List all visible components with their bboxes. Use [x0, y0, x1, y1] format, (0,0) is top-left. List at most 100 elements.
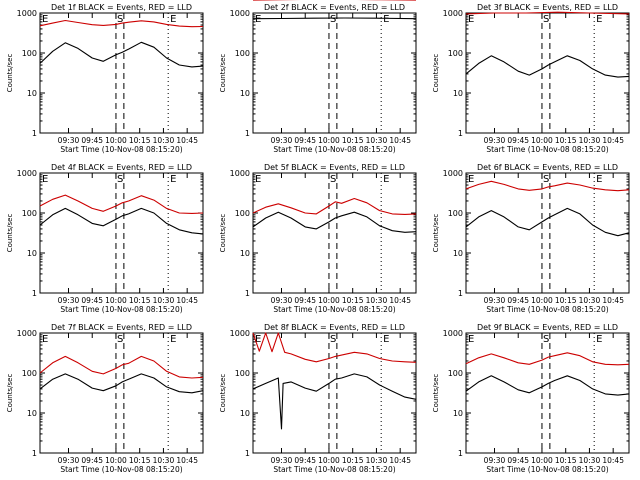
- marker-label: E: [170, 14, 176, 25]
- x-axis-label: Start Time (10-Nov-08 08:15:20): [60, 145, 182, 154]
- x-axis-label: Start Time (10-Nov-08 08:15:20): [273, 465, 395, 474]
- x-axis-label: Start Time (10-Nov-08 08:15:20): [60, 465, 182, 474]
- y-tick-label: 1000: [443, 9, 463, 18]
- marker-label: E: [383, 174, 389, 185]
- plot-frame: [465, 332, 630, 454]
- y-tick-label: 10: [27, 409, 37, 418]
- y-tick-label: 100: [235, 49, 250, 58]
- x-axis-label: Start Time (10-Nov-08 08:15:20): [60, 305, 182, 314]
- marker-label: E: [42, 174, 48, 185]
- panel-title: Det 2f BLACK = Events, RED = LLD: [264, 3, 405, 12]
- x-tick-label: 10:30: [579, 136, 601, 145]
- lld-series-line: [39, 19, 204, 28]
- marker-label: E: [255, 14, 261, 25]
- y-tick-label: 100: [22, 49, 37, 58]
- events-series-line: [465, 375, 630, 396]
- y-tick-label: 10: [240, 409, 250, 418]
- marker-label: S: [117, 174, 123, 185]
- x-tick-label: 10:00: [531, 136, 553, 145]
- x-tick-label: 09:45: [81, 136, 103, 145]
- y-tick-label: 10: [453, 249, 463, 258]
- y-tick-label: 1000: [230, 169, 250, 178]
- panel-title: Det 8f BLACK = Events, RED = LLD: [264, 323, 405, 332]
- y-tick-label: 1: [458, 129, 463, 138]
- panel-title: Det 5f BLACK = Events, RED = LLD: [264, 163, 405, 172]
- x-tick-label: 09:30: [58, 136, 80, 145]
- y-tick-label: 10: [240, 89, 250, 98]
- x-tick-label: 10:45: [176, 136, 198, 145]
- x-tick-label: 09:45: [81, 296, 103, 305]
- x-tick-label: 10:15: [342, 296, 364, 305]
- y-tick-label: 1: [458, 449, 463, 458]
- x-tick-label: 10:00: [531, 296, 553, 305]
- x-tick-label: 09:30: [271, 296, 293, 305]
- x-tick-label: 09:30: [58, 456, 80, 465]
- marker-label: S: [330, 14, 336, 25]
- marker-label: E: [468, 174, 474, 185]
- y-tick-label: 100: [448, 209, 463, 218]
- x-tick-label: 10:15: [342, 136, 364, 145]
- y-tick-label: 100: [448, 369, 463, 378]
- plot-frame: [39, 332, 204, 454]
- y-tick-label: 10: [453, 409, 463, 418]
- x-tick-label: 10:00: [318, 456, 340, 465]
- x-tick-label: 10:00: [531, 456, 553, 465]
- plot-frame: [252, 332, 417, 454]
- x-tick-label: 10:00: [318, 296, 340, 305]
- x-axis-label: Start Time (10-Nov-08 08:15:20): [486, 465, 608, 474]
- y-tick-label: 1000: [17, 169, 37, 178]
- y-tick-label: 10: [453, 89, 463, 98]
- y-tick-label: 1: [245, 449, 250, 458]
- y-tick-label: 1000: [17, 9, 37, 18]
- panel-title: Det 3f BLACK = Events, RED = LLD: [477, 3, 618, 12]
- marker-label: E: [383, 14, 389, 25]
- x-tick-label: 09:45: [507, 456, 529, 465]
- x-axis-label: Start Time (10-Nov-08 08:15:20): [486, 305, 608, 314]
- x-tick-label: 10:15: [342, 456, 364, 465]
- marker-label: S: [543, 334, 549, 345]
- y-tick-label: 1: [245, 289, 250, 298]
- marker-label: S: [543, 14, 549, 25]
- x-tick-label: 10:45: [602, 296, 624, 305]
- x-tick-label: 09:45: [294, 456, 316, 465]
- x-tick-label: 10:30: [366, 296, 388, 305]
- plot-frame: [39, 172, 204, 294]
- events-series-line: [39, 207, 204, 235]
- x-tick-label: 10:30: [153, 296, 175, 305]
- y-axis-label: Counts/sec: [219, 54, 227, 93]
- x-tick-label: 10:30: [153, 136, 175, 145]
- y-tick-label: 1000: [230, 329, 250, 338]
- events-series-line: [252, 17, 417, 20]
- panel-title: Det 1f BLACK = Events, RED = LLD: [51, 3, 192, 12]
- events-series-line: [465, 207, 630, 237]
- lld-series-line: [252, 332, 417, 363]
- marker-label: E: [468, 334, 474, 345]
- y-tick-label: 1: [458, 289, 463, 298]
- x-tick-label: 09:45: [294, 296, 316, 305]
- lld-series-line: [465, 11, 630, 15]
- x-tick-label: 10:00: [318, 136, 340, 145]
- x-tick-label: 10:30: [579, 296, 601, 305]
- x-tick-label: 10:45: [389, 136, 411, 145]
- x-axis-label: Start Time (10-Nov-08 08:15:20): [486, 145, 608, 154]
- panel-title: Det 9f BLACK = Events, RED = LLD: [477, 323, 618, 332]
- marker-label: E: [596, 14, 602, 25]
- x-axis-label: Start Time (10-Nov-08 08:15:20): [273, 145, 395, 154]
- y-axis-label: Counts/sec: [6, 214, 14, 253]
- y-tick-label: 10: [27, 89, 37, 98]
- marker-label: E: [596, 334, 602, 345]
- lld-series-line: [252, 197, 417, 215]
- x-tick-label: 09:45: [81, 456, 103, 465]
- y-tick-label: 1: [32, 289, 37, 298]
- lld-series-line: [465, 352, 630, 366]
- x-tick-label: 09:30: [484, 456, 506, 465]
- x-tick-label: 09:30: [271, 136, 293, 145]
- x-tick-label: 10:15: [129, 136, 151, 145]
- x-tick-label: 10:00: [105, 456, 127, 465]
- marker-label: E: [255, 334, 261, 345]
- panel-title: Det 4f BLACK = Events, RED = LLD: [51, 163, 192, 172]
